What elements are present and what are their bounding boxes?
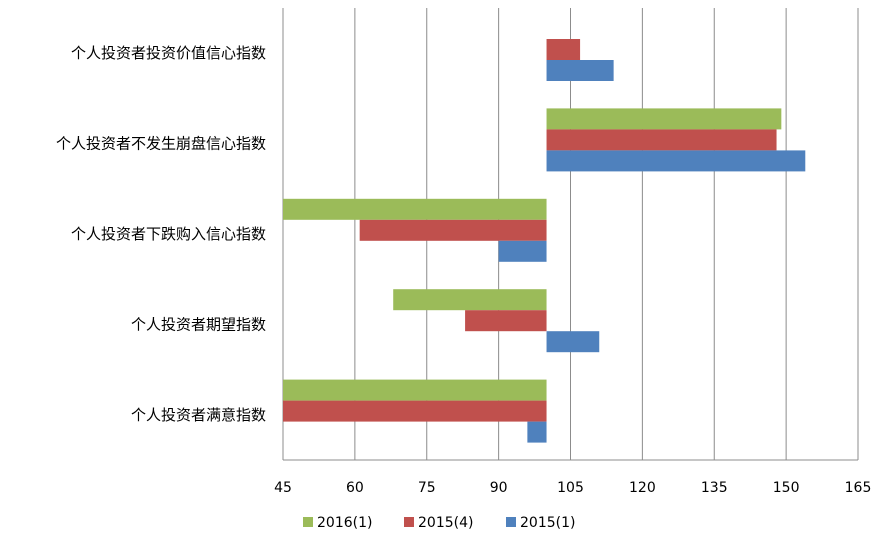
x-tick-label: 105 [557, 480, 584, 496]
bar-2015(1)-4 [527, 421, 547, 443]
legend-swatch-2015(4) [404, 517, 414, 527]
grid-lines [282, 8, 859, 461]
legend-label: 2016(1) [317, 515, 372, 531]
x-axis-tick-labels: 45 60 75 90 105 120 135 150 165 [274, 480, 871, 496]
bar-2015(4)-0 [546, 39, 581, 60]
bar-2016(1)-1 [546, 108, 782, 130]
bar-2016(1)-4 [283, 379, 547, 401]
x-tick-label: 60 [346, 480, 364, 496]
x-tick-label: 165 [845, 480, 872, 496]
x-tick-label: 150 [773, 480, 800, 496]
x-tick-label: 45 [274, 480, 292, 496]
x-tick-label: 75 [418, 480, 436, 496]
bars [283, 39, 806, 443]
category-label: 个人投资者满意指数 [131, 406, 266, 424]
legend: 2016(1) 2015(4) 2015(1) [303, 515, 575, 531]
bar-2015(1)-0 [546, 60, 614, 81]
legend-swatch-2015(1) [506, 517, 516, 527]
legend-label: 2015(1) [520, 515, 575, 531]
bar-2016(1)-2 [283, 198, 547, 220]
x-tick-label: 135 [701, 480, 728, 496]
category-label: 个人投资者下跌购入信心指数 [71, 225, 266, 243]
legend-label: 2015(4) [418, 515, 473, 531]
bar-2015(4)-3 [465, 310, 547, 332]
category-labels: 个人投资者投资价值信心指数个人投资者不发生崩盘信心指数个人投资者下跌购入信心指数… [56, 44, 266, 424]
bar-2015(1)-1 [546, 150, 806, 172]
x-tick-label: 90 [490, 480, 508, 496]
category-label: 个人投资者期望指数 [131, 315, 266, 333]
bar-2015(1)-3 [546, 331, 600, 353]
bar-2015(4)-1 [546, 129, 777, 151]
x-tick-label: 120 [629, 480, 656, 496]
bar-2016(1)-3 [393, 289, 547, 311]
category-label: 个人投资者投资价值信心指数 [71, 44, 266, 62]
category-label: 个人投资者不发生崩盘信心指数 [56, 135, 266, 153]
bar-2015(4)-2 [359, 219, 547, 241]
bar-2015(4)-4 [283, 400, 547, 422]
legend-swatch-2016(1) [303, 517, 313, 527]
bar-2015(1)-2 [498, 240, 547, 262]
